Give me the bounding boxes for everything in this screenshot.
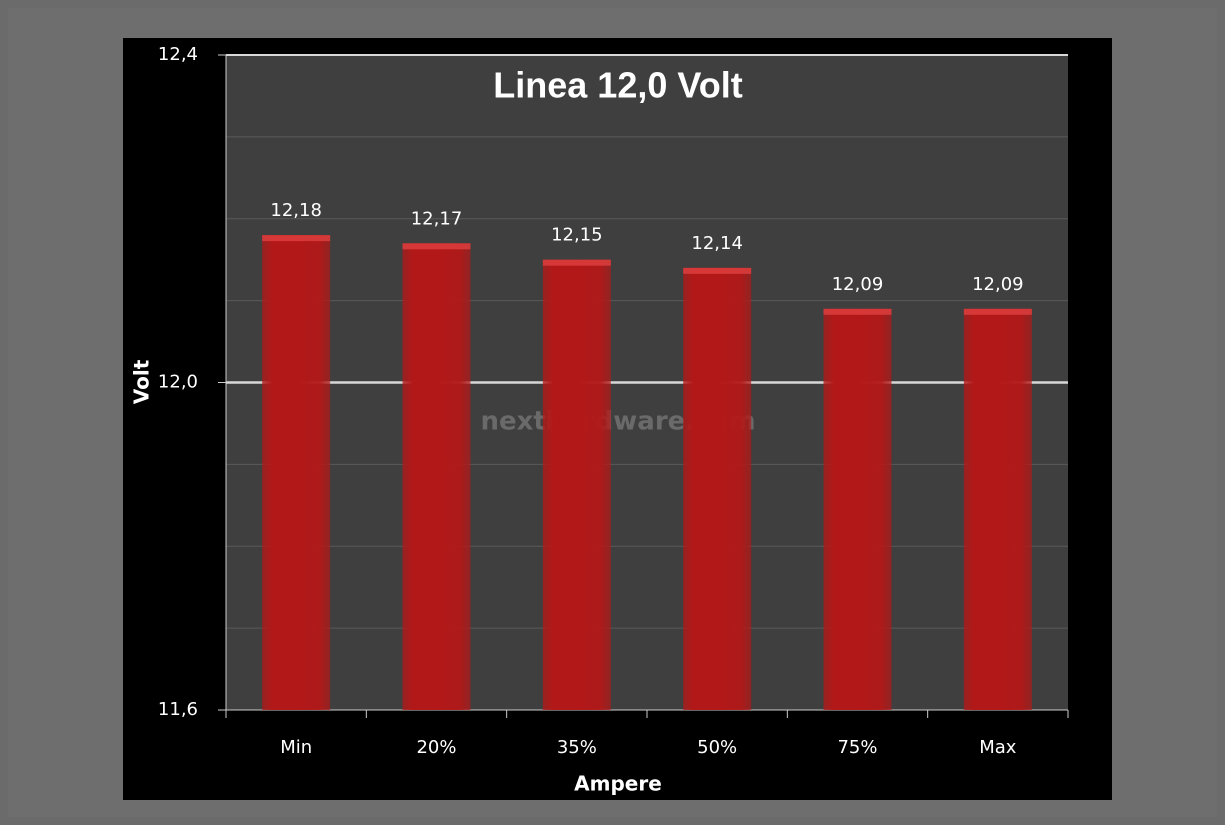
x-tick-label: 20% — [416, 737, 456, 758]
bar-cap — [963, 308, 1032, 315]
bar — [402, 243, 471, 710]
data-label: 12,09 — [832, 274, 884, 295]
bar-cap — [542, 259, 611, 266]
x-tick-label: 75% — [837, 737, 877, 758]
x-tick-label: 50% — [697, 737, 737, 758]
data-label: 12,18 — [270, 200, 322, 221]
data-label: 12,17 — [411, 208, 463, 229]
bar — [963, 308, 1032, 710]
y-tick-label: 12,0 — [158, 372, 198, 393]
chart-title: Linea 12,0 Volt — [493, 65, 742, 106]
x-axis-title: Ampere — [574, 772, 662, 796]
bar-cap — [683, 267, 752, 274]
y-tick-label: 12,4 — [158, 44, 198, 65]
x-tick-label: 35% — [557, 737, 597, 758]
bar-cap — [823, 308, 892, 315]
y-axis-title: Volt — [130, 359, 154, 404]
x-tick-label: Min — [280, 737, 312, 758]
bar-cap — [402, 243, 471, 250]
bar — [823, 308, 892, 710]
y-tick-label: 11,6 — [158, 699, 198, 720]
data-label: 12,14 — [691, 233, 743, 254]
x-tick-label: Max — [979, 737, 1017, 758]
data-label: 12,15 — [551, 225, 603, 246]
data-label: 12,09 — [972, 274, 1024, 295]
bar — [542, 259, 611, 710]
bar — [683, 267, 752, 710]
bar-cap — [262, 235, 331, 242]
bar — [262, 235, 331, 710]
